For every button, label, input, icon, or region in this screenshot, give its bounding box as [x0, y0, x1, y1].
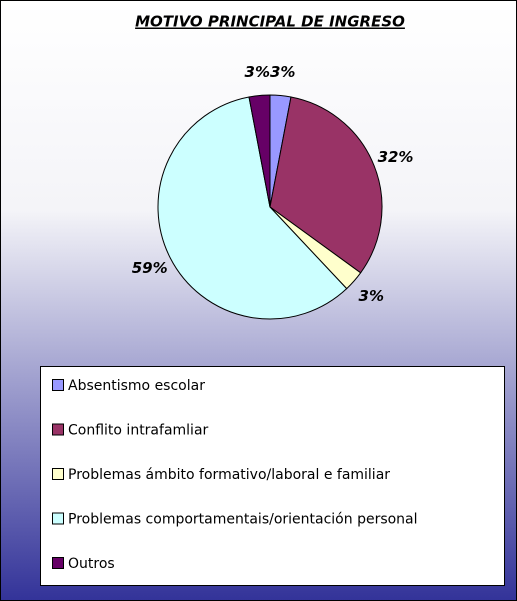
- legend-swatch: [52, 379, 64, 391]
- legend-label: Problemas comportamentais/orientación pe…: [68, 512, 418, 528]
- value-label: 3%: [359, 287, 384, 305]
- pie-slice: [248, 94, 271, 208]
- legend-swatch: [52, 468, 64, 480]
- pie-slice: [157, 96, 348, 320]
- legend-label: Problemas ámbito formativo/laboral e fam…: [68, 467, 390, 483]
- pie-slice: [269, 96, 383, 274]
- value-label: 3%: [245, 63, 270, 81]
- legend-swatch: [52, 423, 64, 436]
- legend-swatch: [52, 512, 64, 525]
- value-label: 59%: [132, 259, 168, 277]
- legend-label: Outros: [68, 556, 115, 572]
- legend-swatch: [52, 557, 64, 569]
- legend-label: Absentismo escolar: [68, 378, 205, 394]
- chart-title: MOTIVO PRINCIPAL DE INGRESO: [135, 13, 405, 31]
- legend-box: [40, 366, 505, 586]
- legend-label: Conflito intrafamliar: [68, 423, 209, 439]
- value-label: 32%: [378, 148, 414, 166]
- value-label: 3%: [270, 63, 295, 81]
